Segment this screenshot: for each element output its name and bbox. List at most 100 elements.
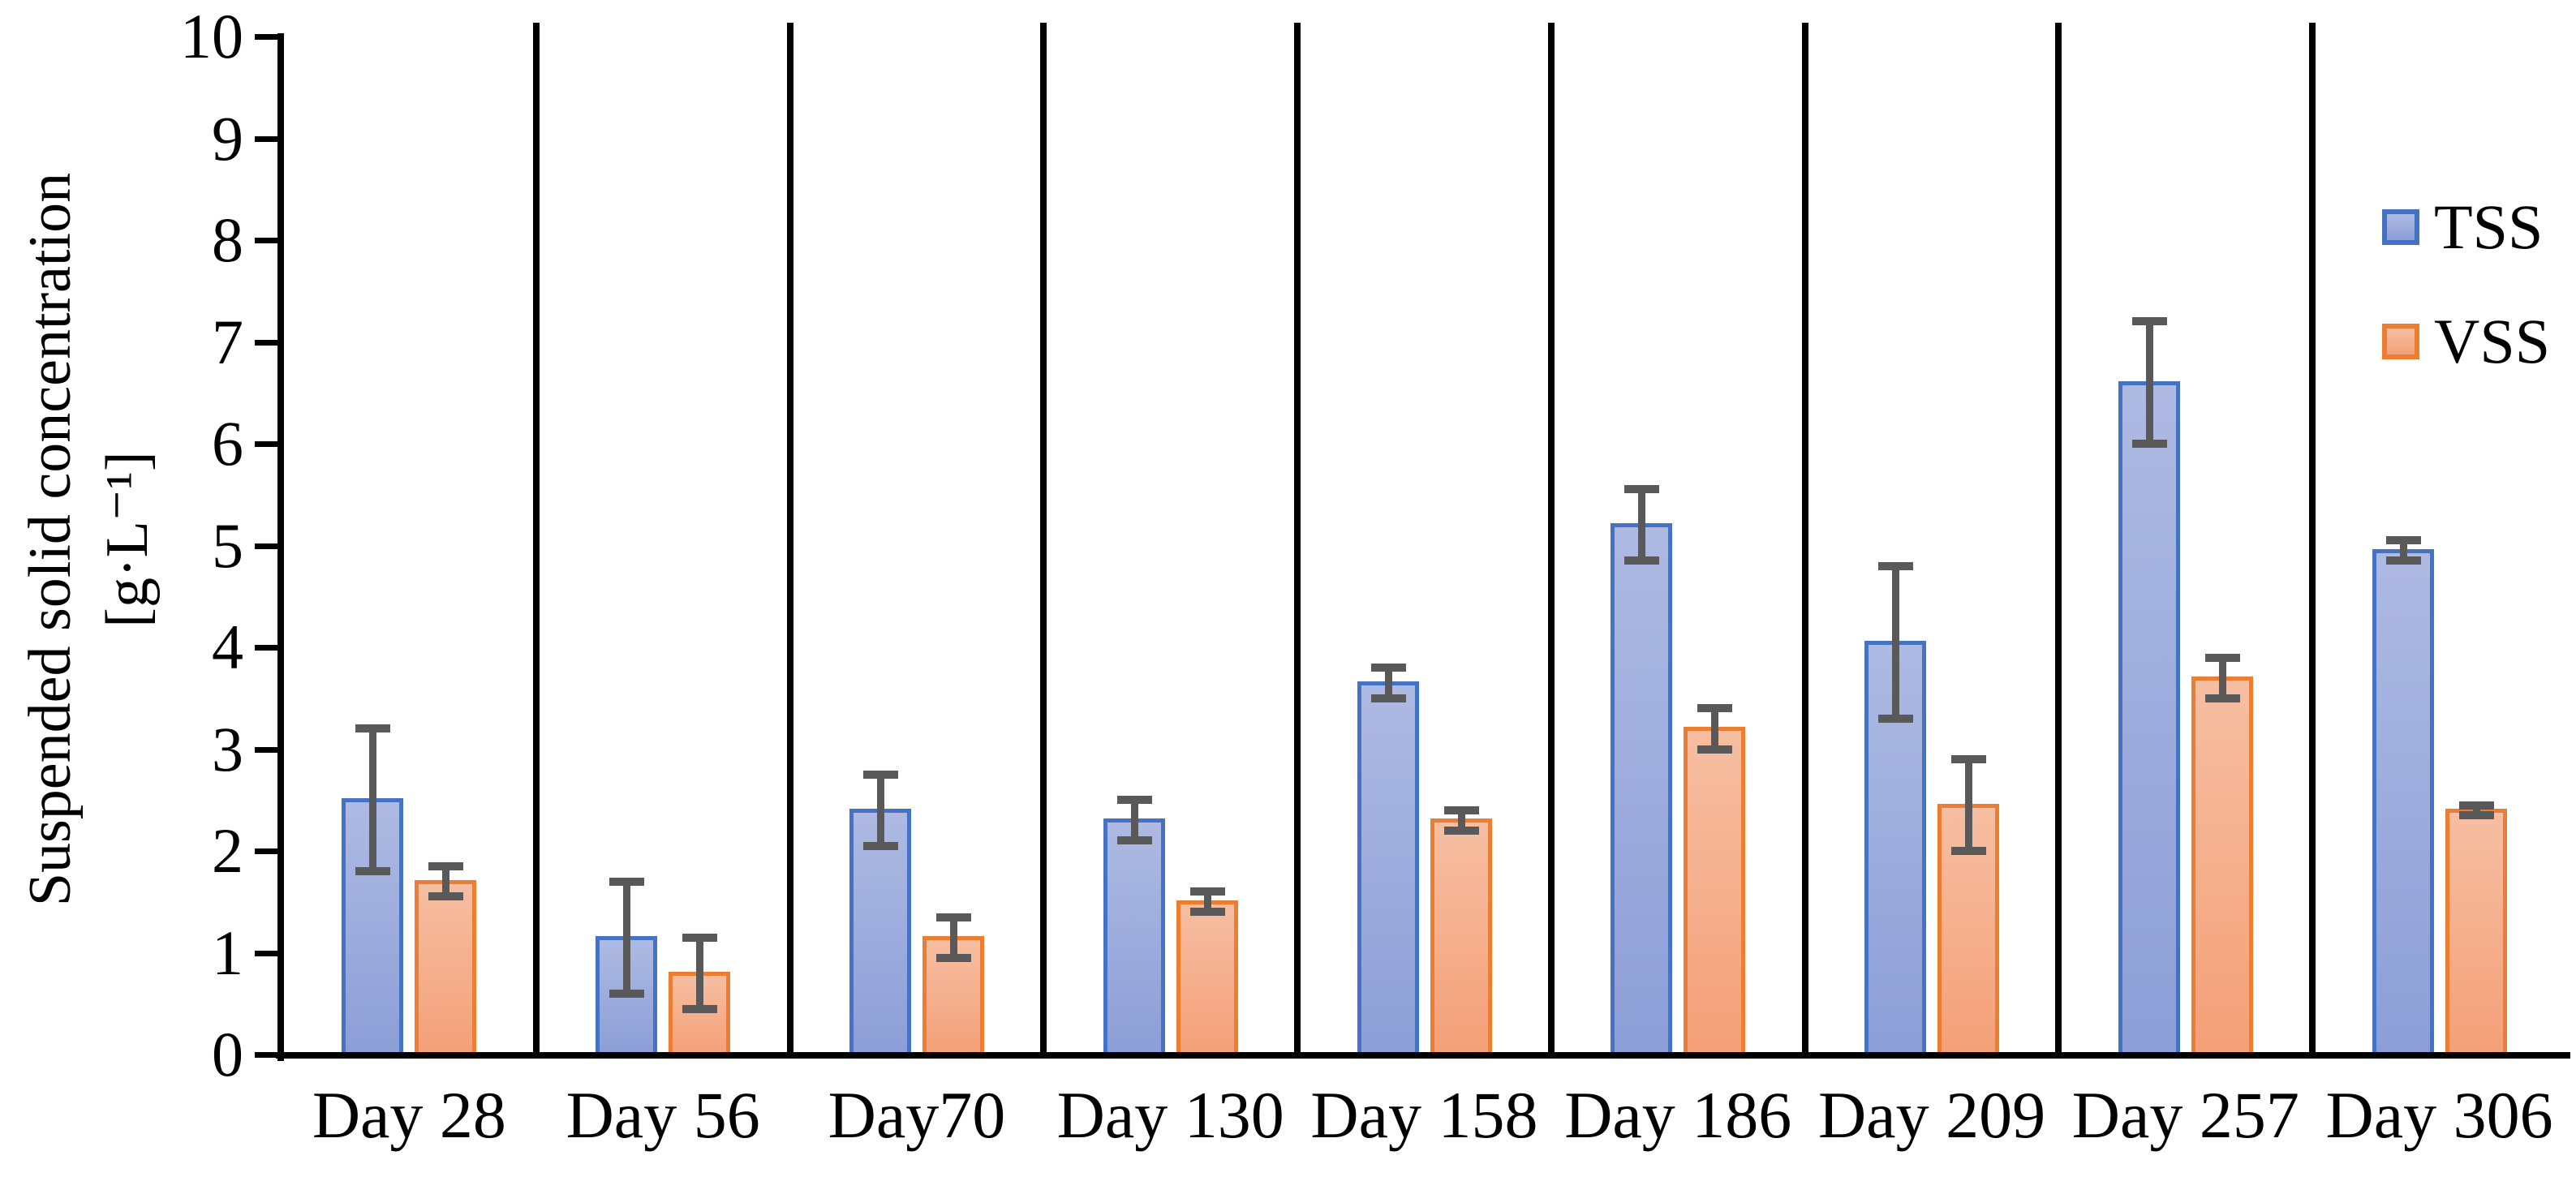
legend-entry-tss: TSS (2382, 195, 2543, 260)
error-bar-vss-day-306-cap-bottom (2458, 811, 2494, 820)
error-bar-tss-day-209-stem (1892, 564, 1900, 720)
error-bar-vss-day-186-cap-bottom (1697, 745, 1733, 754)
x-category-label: Day 56 (566, 1078, 760, 1152)
bar-tss-day-306 (2372, 548, 2434, 1058)
error-bar-tss-day-56-cap-top (609, 877, 645, 886)
error-bar-vss-day-209-cap-top (1951, 755, 1987, 764)
bar-vss-day-186 (1684, 727, 1746, 1058)
error-bar-vss-day-130-cap-bottom (1189, 908, 1225, 917)
group-separator-line (1040, 23, 1047, 1055)
group-separator-line (532, 23, 540, 1055)
bar-vss-day-130 (1176, 900, 1238, 1058)
y-tick-label: 5 (212, 509, 243, 581)
bar-vss-day-158 (1430, 818, 1492, 1058)
y-tick-mark (255, 135, 282, 142)
bar-vss-day-306 (2445, 808, 2507, 1058)
group-separator-line (1801, 23, 1808, 1055)
x-axis-line (276, 1052, 2570, 1059)
y-tick-mark (255, 645, 282, 651)
error-bar-tss-day-209-cap-top (1878, 561, 1914, 570)
error-bar-vss-day-306-cap-top (2458, 801, 2494, 810)
y-tick-mark (255, 34, 282, 40)
error-bar-vss-day-28-cap-top (428, 861, 464, 870)
group-separator-line (1294, 23, 1301, 1055)
error-bar-tss-day-257-stem (2145, 320, 2153, 445)
y-tick-mark (255, 746, 282, 753)
error-bar-tss-day70-stem (876, 772, 884, 848)
bar-tss-day-158 (1357, 681, 1419, 1058)
error-bar-tss-day-28-cap-top (355, 724, 391, 733)
y-tick-label: 7 (212, 306, 243, 377)
y-tick-mark (255, 238, 282, 243)
error-bar-tss-day-209-cap-bottom (1878, 714, 1914, 723)
error-bar-vss-day-130-cap-top (1189, 887, 1225, 896)
error-bar-vss-day70-cap-top (935, 913, 971, 921)
y-tick-label: 4 (212, 612, 243, 682)
error-bar-tss-day-56-stem (623, 879, 631, 995)
y-tick-mark (255, 848, 282, 854)
y-tick-mark (255, 950, 282, 956)
legend-label-tss: TSS (2434, 191, 2544, 262)
error-bar-tss-day-186-cap-top (1624, 485, 1660, 494)
y-tick-mark (255, 1052, 282, 1058)
legend-swatch-tss (2382, 209, 2419, 245)
y-tick-label: 0 (212, 1019, 243, 1089)
error-bar-tss-day-257-cap-top (2131, 317, 2167, 326)
error-bar-vss-day-130-stem (1203, 890, 1211, 914)
error-bar-vss-day-56-cap-top (682, 933, 718, 942)
error-bar-tss-day-158-stem (1384, 666, 1392, 700)
error-bar-vss-day-257-cap-bottom (2204, 694, 2240, 702)
bar-vss-day-257 (2191, 676, 2253, 1058)
x-category-label: Day 186 (1564, 1078, 1792, 1152)
error-bar-tss-day-56-cap-bottom (609, 989, 645, 998)
y-tick-label: 2 (212, 815, 243, 886)
error-bar-tss-day-257-cap-bottom (2131, 440, 2167, 448)
y-tick-label: 3 (212, 713, 243, 784)
y-tick-mark (255, 543, 282, 549)
error-bar-tss-day-186-cap-bottom (1624, 556, 1660, 565)
error-bar-vss-day-257-stem (2218, 655, 2226, 700)
error-bar-vss-day-28-cap-bottom (428, 892, 464, 901)
error-bar-vss-day-158-stem (1457, 808, 1465, 832)
error-bar-tss-day-186-stem (1638, 488, 1646, 563)
error-bar-tss-day-28-stem (369, 727, 377, 874)
error-bar-vss-day70-cap-bottom (935, 953, 971, 962)
group-separator-line (1547, 23, 1555, 1055)
error-bar-tss-day-130-cap-bottom (1116, 836, 1152, 845)
legend-swatch-vss (2382, 324, 2419, 359)
legend-entry-vss: VSS (2382, 309, 2550, 374)
y-tick-label: 1 (212, 917, 243, 988)
x-category-label: Day 209 (1817, 1078, 2046, 1152)
error-bar-vss-day-158-cap-top (1443, 805, 1479, 814)
error-bar-vss-day-56-stem (696, 935, 704, 1011)
y-tick-label: 9 (212, 102, 243, 174)
error-bar-vss-day-28-stem (442, 864, 450, 899)
y-tick-mark (255, 441, 282, 447)
group-separator-line (786, 23, 793, 1055)
error-bar-vss-day70-stem (949, 915, 957, 960)
x-category-label: Day 257 (2071, 1078, 2299, 1152)
y-tick-mark (255, 339, 282, 346)
y-tick-label: 6 (212, 408, 243, 479)
x-category-label: Day 158 (1310, 1078, 1538, 1152)
error-bar-vss-day-56-cap-bottom (682, 1004, 718, 1013)
legend-label-vss: VSS (2434, 306, 2551, 376)
y-tick-label: 8 (212, 204, 243, 275)
error-bar-tss-day-306-cap-bottom (2385, 556, 2421, 565)
bar-tss-day-257 (2118, 380, 2180, 1058)
group-separator-line (2055, 23, 2062, 1055)
y-tick-label: 10 (180, 1, 243, 71)
error-bar-tss-day-28-cap-bottom (355, 867, 391, 876)
error-bar-vss-day-209-cap-bottom (1951, 847, 1987, 855)
error-bar-tss-day70-cap-top (862, 770, 898, 779)
x-category-label: Day70 (828, 1078, 1006, 1152)
error-bar-tss-day-306-cap-top (2385, 536, 2421, 545)
bar-tss-day-130 (1103, 818, 1165, 1058)
error-bar-tss-day70-cap-bottom (862, 841, 898, 850)
error-bar-vss-day-209-stem (1965, 758, 1973, 853)
x-category-label: Day 306 (2325, 1078, 2553, 1152)
error-bar-vss-day-257-cap-top (2204, 653, 2240, 662)
x-category-label: Day 130 (1056, 1078, 1284, 1152)
